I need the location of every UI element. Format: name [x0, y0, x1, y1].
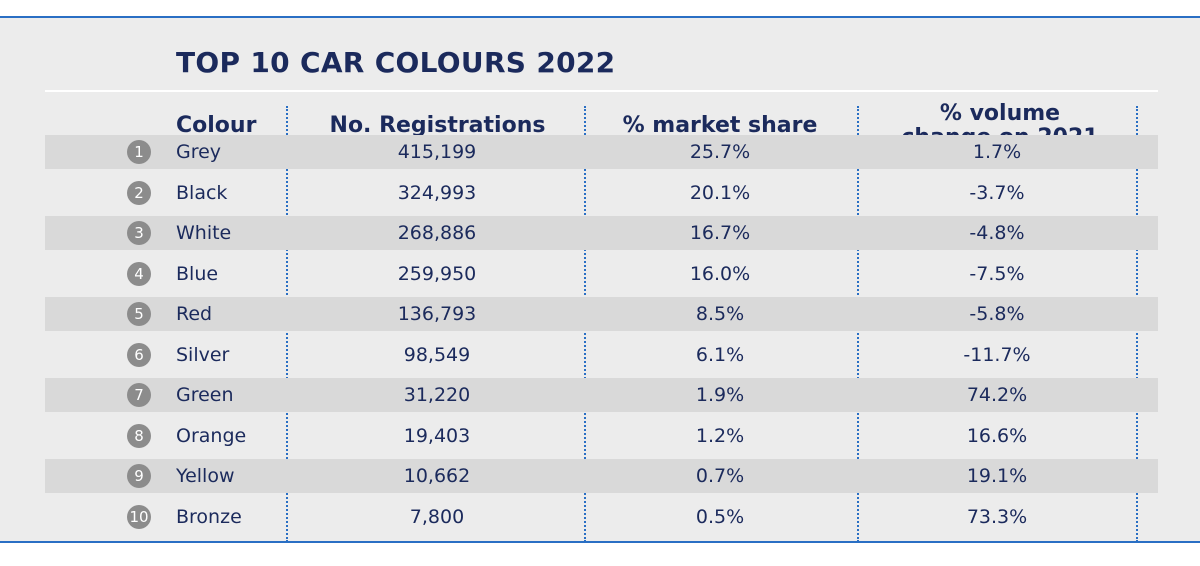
colour-cell: Orange	[176, 424, 247, 447]
share-cell: 1.2%	[695, 424, 745, 447]
rank-badge: 3	[127, 221, 151, 245]
table-row: 3 White 268,886 16.7% -4.8%	[45, 216, 1158, 250]
title-rule	[45, 90, 1158, 92]
colour-cell: Red	[176, 303, 213, 325]
colour-cell: Yellow	[176, 465, 235, 487]
table-row: 10 Bronze 7,800 0.5% 73.3%	[45, 500, 1158, 534]
header: No. Registrations	[329, 113, 546, 138]
change-cell: -11.7%	[963, 343, 1031, 366]
rank-badge: 2	[127, 180, 151, 205]
table-row: 2 Black 324,993 20.1% -3.7%	[45, 176, 1158, 210]
table-row: 4 Blue 259,950 16.0% -7.5%	[45, 257, 1158, 291]
share-cell: 6.1%	[695, 343, 745, 366]
share-cell: 20.1%	[689, 181, 751, 204]
share-cell: 25.7%	[689, 141, 751, 163]
rank-badge: 9	[127, 464, 151, 488]
rank-badge: 10	[127, 504, 151, 529]
rank-badge: 5	[127, 302, 151, 326]
colour-cell: Grey	[176, 141, 222, 163]
rank-badge: 8	[127, 423, 151, 448]
registrations-cell: 7,800	[409, 505, 465, 528]
registrations-cell: 259,950	[397, 262, 477, 285]
rank-badge: 1	[127, 140, 151, 164]
registrations-cell: 324,993	[397, 181, 477, 204]
table-row: 1 Grey 415,199 25.7% 1.7%	[45, 135, 1158, 169]
registrations-cell: 136,793	[397, 303, 477, 325]
share-cell: 1.9%	[695, 384, 745, 406]
registrations-cell: 98,549	[403, 343, 471, 366]
share-cell: 16.0%	[689, 262, 751, 285]
table-row: 5 Red 136,793 8.5% -5.8%	[45, 297, 1158, 331]
colour-cell: Green	[176, 384, 234, 406]
table-row: 8 Orange 19,403 1.2% 16.6%	[45, 419, 1158, 453]
change-cell: -5.8%	[969, 303, 1025, 325]
change-cell: 16.6%	[966, 424, 1028, 447]
header: Colour	[176, 113, 257, 138]
change-cell: 19.1%	[966, 465, 1028, 487]
change-cell: 1.7%	[972, 141, 1022, 163]
change-cell: 74.2%	[966, 384, 1028, 406]
rank-badge: 4	[127, 261, 151, 286]
share-cell: 0.7%	[695, 465, 745, 487]
share-cell: 0.5%	[695, 505, 745, 528]
colour-cell: Bronze	[176, 505, 242, 528]
header: % market share	[622, 113, 818, 138]
table-row: 7 Green 31,220 1.9% 74.2%	[45, 378, 1158, 412]
registrations-cell: 268,886	[397, 222, 477, 244]
title: TOP 10 CAR COLOURS 2022	[176, 46, 616, 79]
registrations-cell: 415,199	[397, 141, 477, 163]
change-cell: -4.8%	[969, 222, 1025, 244]
registrations-cell: 19,403	[403, 424, 471, 447]
change-cell: 73.3%	[966, 505, 1028, 528]
table-panel: TOP 10 CAR COLOURS 2022 Colour No. Regis…	[0, 16, 1200, 543]
share-cell: 16.7%	[689, 222, 751, 244]
colour-cell: Silver	[176, 343, 230, 366]
colour-cell: White	[176, 222, 232, 244]
rank-badge: 6	[127, 342, 151, 367]
rank-badge: 7	[127, 383, 151, 407]
colour-cell: Black	[176, 181, 228, 204]
change-cell: -3.7%	[969, 181, 1025, 204]
registrations-cell: 31,220	[403, 384, 471, 406]
registrations-cell: 10,662	[403, 465, 471, 487]
colour-cell: Blue	[176, 262, 219, 285]
change-cell: -7.5%	[969, 262, 1025, 285]
table-row: 9 Yellow 10,662 0.7% 19.1%	[45, 459, 1158, 493]
share-cell: 8.5%	[695, 303, 745, 325]
table-row: 6 Silver 98,549 6.1% -11.7%	[45, 338, 1158, 372]
